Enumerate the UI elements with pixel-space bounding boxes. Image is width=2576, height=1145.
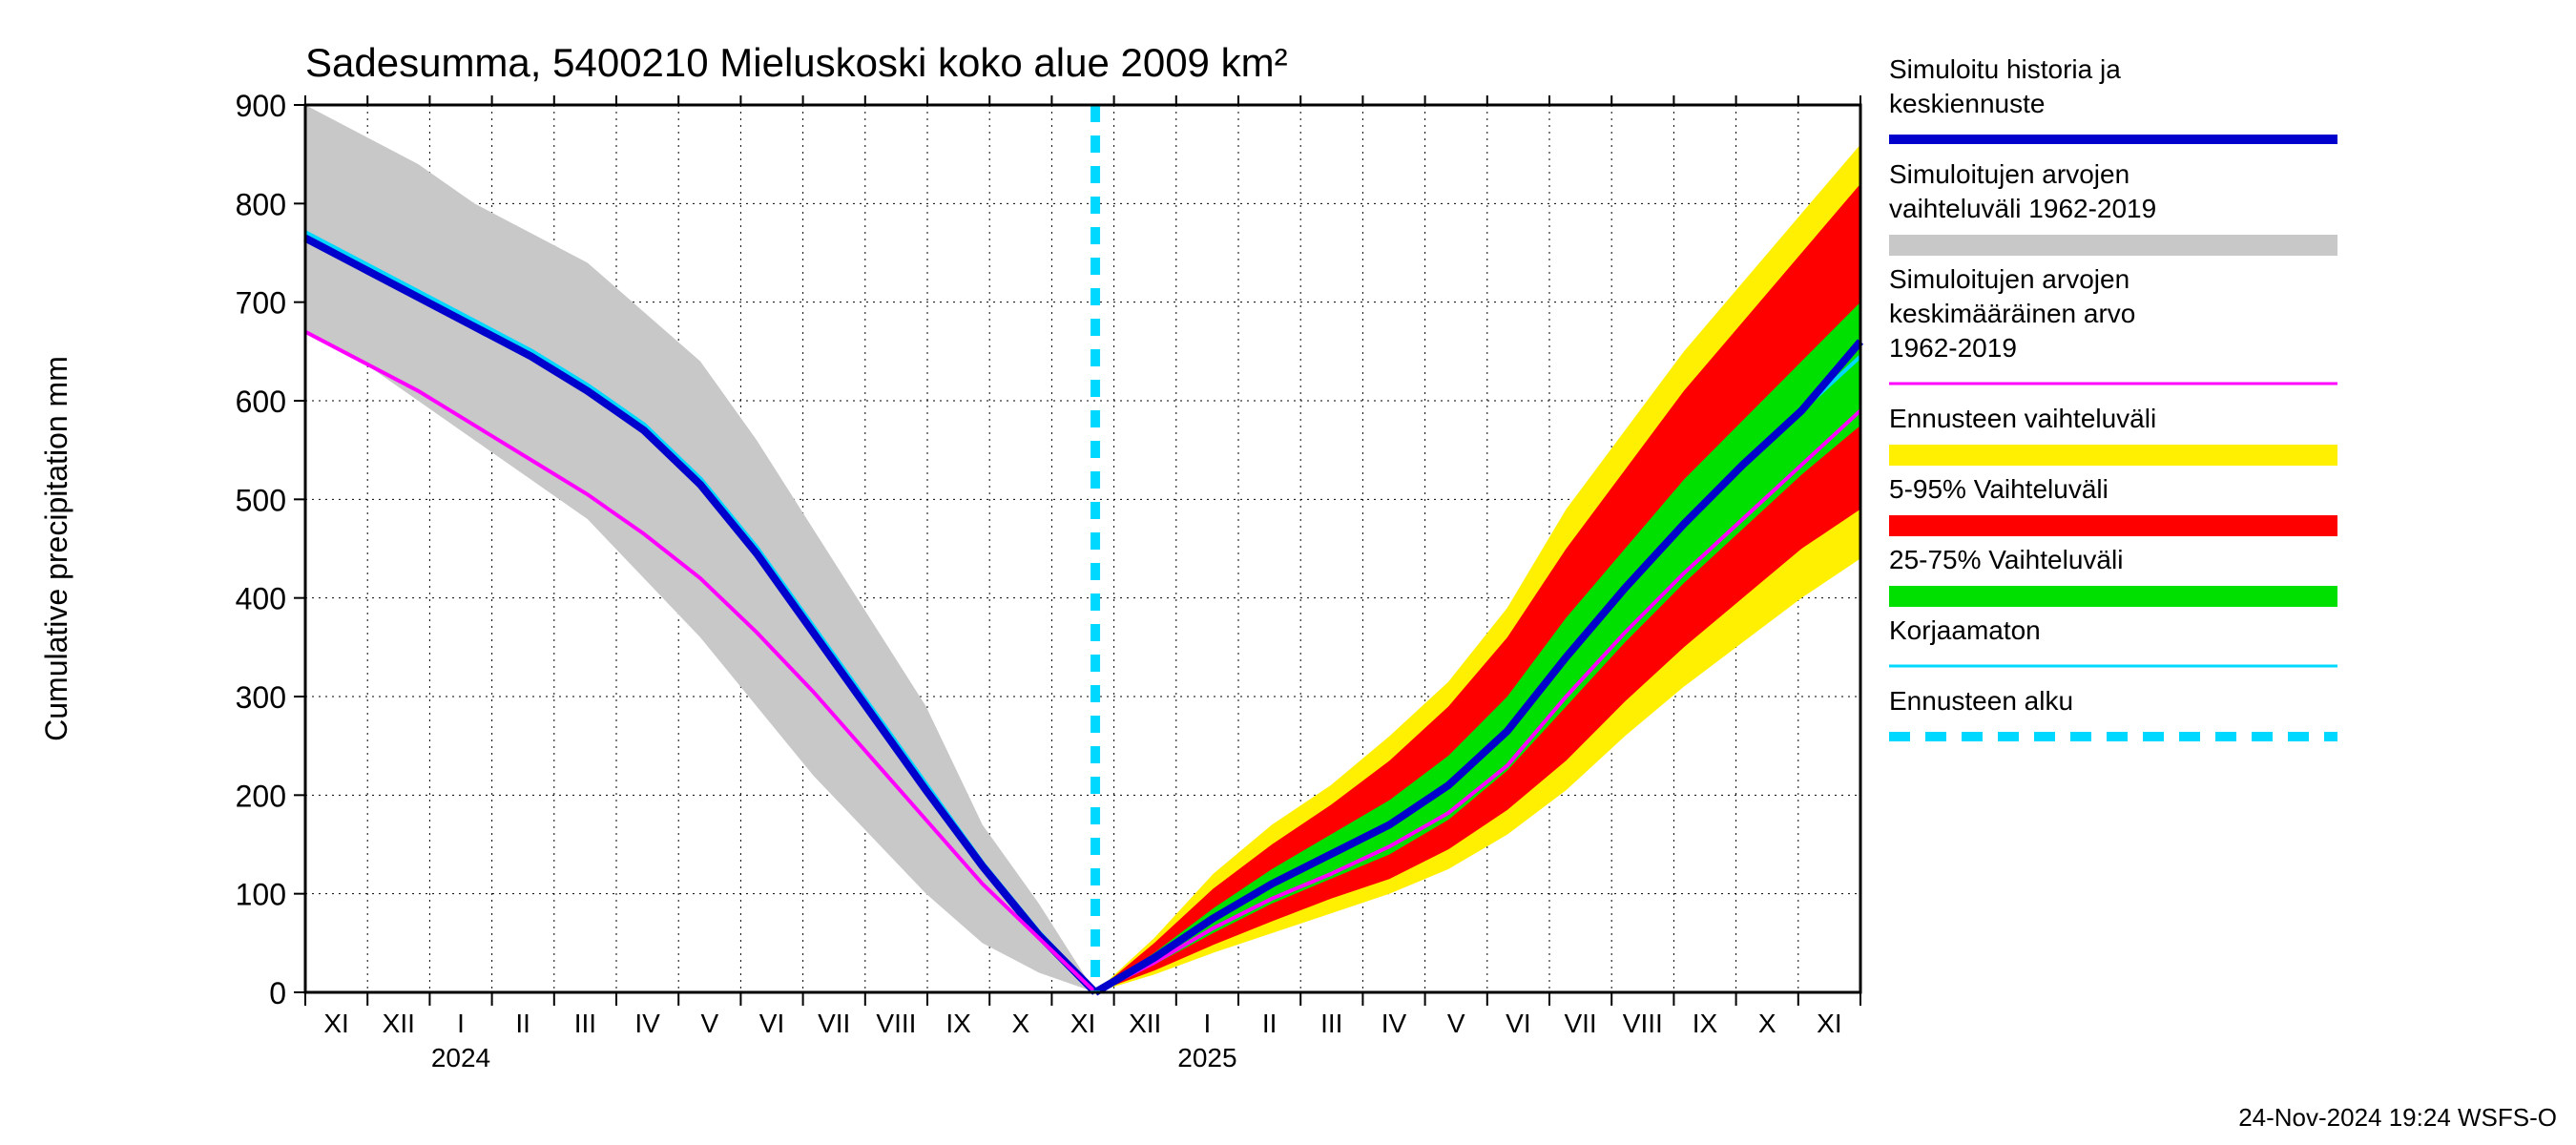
y-tick-label: 500: [236, 483, 286, 517]
x-month-label: V: [700, 1009, 718, 1038]
x-month-label: VII: [818, 1009, 850, 1038]
chart-title: Sadesumma, 5400210 Mieluskoski koko alue…: [305, 40, 1288, 85]
x-month-label: XI: [323, 1009, 348, 1038]
legend-label: 25-75% Vaihteluväli: [1889, 545, 2123, 574]
legend-swatch: [1889, 235, 2337, 256]
y-axis-label: Cumulative precipitation mm: [39, 356, 73, 741]
x-month-label: III: [574, 1009, 596, 1038]
x-month-label: IX: [945, 1009, 971, 1038]
x-month-label: VII: [1564, 1009, 1596, 1038]
legend-swatch: [1889, 515, 2337, 536]
footer-timestamp: 24-Nov-2024 19:24 WSFS-O: [2238, 1103, 2557, 1132]
legend-label: Simuloitujen arvojen: [1889, 264, 2129, 294]
x-month-label: III: [1320, 1009, 1342, 1038]
x-month-label: X: [1011, 1009, 1029, 1038]
x-year-label: 2024: [431, 1043, 490, 1072]
x-month-label: II: [515, 1009, 530, 1038]
legend-swatch: [1889, 445, 2337, 466]
y-tick-label: 0: [269, 976, 286, 1010]
x-month-label: XI: [1070, 1009, 1095, 1038]
x-month-label: IV: [634, 1009, 660, 1038]
legend-label: keskimääräinen arvo: [1889, 299, 2135, 328]
x-month-label: X: [1758, 1009, 1776, 1038]
x-month-label: II: [1262, 1009, 1278, 1038]
legend-label: Ennusteen vaihteluväli: [1889, 404, 2156, 433]
x-month-label: IX: [1693, 1009, 1718, 1038]
y-tick-label: 400: [236, 582, 286, 616]
y-tick-label: 900: [236, 89, 286, 123]
x-month-label: VI: [759, 1009, 784, 1038]
y-tick-label: 100: [236, 878, 286, 912]
precipitation-chart: Sadesumma, 5400210 Mieluskoski koko alue…: [0, 0, 2576, 1145]
legend-label: 1962-2019: [1889, 333, 2017, 363]
legend-label: vaihteluväli 1962-2019: [1889, 194, 2156, 223]
x-month-label: V: [1447, 1009, 1465, 1038]
x-month-label: VIII: [876, 1009, 916, 1038]
legend-label: Simuloitujen arvojen: [1889, 159, 2129, 189]
x-month-label: XII: [1129, 1009, 1161, 1038]
legend-label: Korjaamaton: [1889, 615, 2041, 645]
y-tick-label: 200: [236, 779, 286, 813]
legend-label: Simuloitu historia ja: [1889, 54, 2121, 84]
y-tick-label: 300: [236, 680, 286, 715]
legend-label: 5-95% Vaihteluväli: [1889, 474, 2109, 504]
x-year-label: 2025: [1177, 1043, 1236, 1072]
y-tick-label: 600: [236, 385, 286, 419]
x-month-label: IV: [1381, 1009, 1407, 1038]
legend-label: keskiennuste: [1889, 89, 2045, 118]
x-month-label: XII: [383, 1009, 415, 1038]
y-tick-label: 800: [236, 187, 286, 221]
x-month-label: VI: [1506, 1009, 1530, 1038]
legend-label: Ennusteen alku: [1889, 686, 2073, 716]
x-month-label: VIII: [1623, 1009, 1663, 1038]
legend-swatch: [1889, 586, 2337, 607]
x-month-label: I: [1204, 1009, 1212, 1038]
x-month-label: I: [457, 1009, 465, 1038]
x-month-label: XI: [1817, 1009, 1841, 1038]
y-tick-label: 700: [236, 286, 286, 321]
